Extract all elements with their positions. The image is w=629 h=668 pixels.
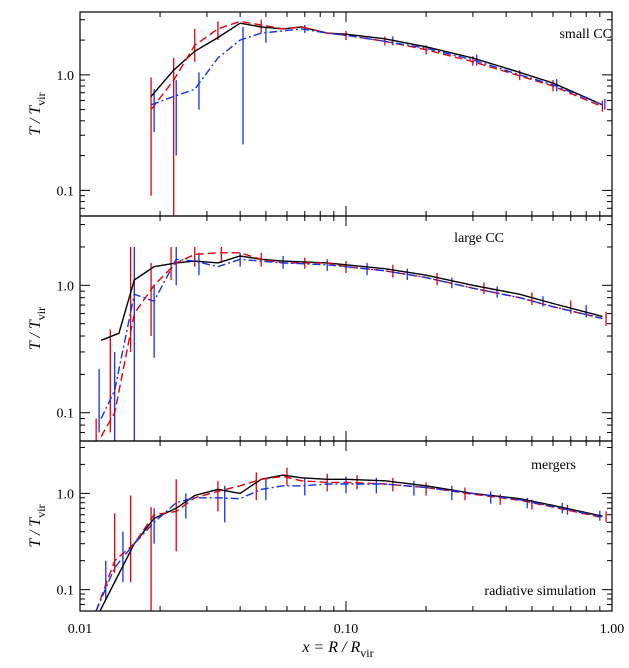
- y-axis-title-sub: vir: [34, 504, 48, 517]
- y-tick-label: 1.0: [57, 487, 75, 502]
- panel-plot-area: [150, 19, 606, 216]
- series-line-dashed: [150, 20, 603, 111]
- panel-label-mergers: mergers: [531, 458, 576, 473]
- panel-plot-area: [95, 246, 607, 441]
- panel-label-large-cc: large CC: [454, 231, 504, 246]
- x-axis-title-sub: vir: [360, 646, 373, 660]
- series-line-dashed: [95, 475, 603, 611]
- y-axis-title: T / Tvir: [27, 307, 48, 350]
- series-line-dashdot: [95, 483, 603, 611]
- panel-2: 0.1 1.0 T / Tvir: [27, 440, 613, 612]
- x-axis-title-main: x = R / R: [301, 639, 360, 656]
- series-line-solid: [100, 255, 603, 341]
- series-line-dashdot: [100, 258, 603, 419]
- y-axis-title-main: T / T: [27, 517, 44, 548]
- y-axis-title: T / Tvir: [27, 504, 48, 547]
- y-tick-label: 0.1: [57, 184, 75, 199]
- panel-plot-area: [95, 467, 607, 611]
- y-axis-title-main: T / T: [27, 105, 44, 136]
- y-tick-label: 0.1: [57, 584, 75, 599]
- panel-0: 0.1 1.0 T / Tvir: [27, 11, 613, 217]
- y-tick-label: 0.1: [57, 407, 75, 422]
- y-axis-title-sub: vir: [34, 307, 48, 320]
- series-line-dashdot: [150, 28, 603, 106]
- x-tick-label: 1.00: [600, 622, 625, 637]
- panel-label-small-cc: small CC: [559, 27, 612, 42]
- x-axis-title: x = R / Rvir: [301, 639, 373, 660]
- y-axis-title-sub: vir: [34, 92, 48, 105]
- footer-annotation: radiative simulation: [484, 584, 596, 599]
- y-axis-title-main: T / T: [27, 319, 44, 350]
- y-tick-label: 1.0: [57, 279, 75, 294]
- series-line-dashed: [100, 252, 603, 437]
- x-tick-label: 0.10: [334, 622, 359, 637]
- y-tick-label: 1.0: [57, 69, 75, 84]
- y-axis-title: T / Tvir: [27, 92, 48, 135]
- x-tick-label: 0.01: [68, 622, 93, 637]
